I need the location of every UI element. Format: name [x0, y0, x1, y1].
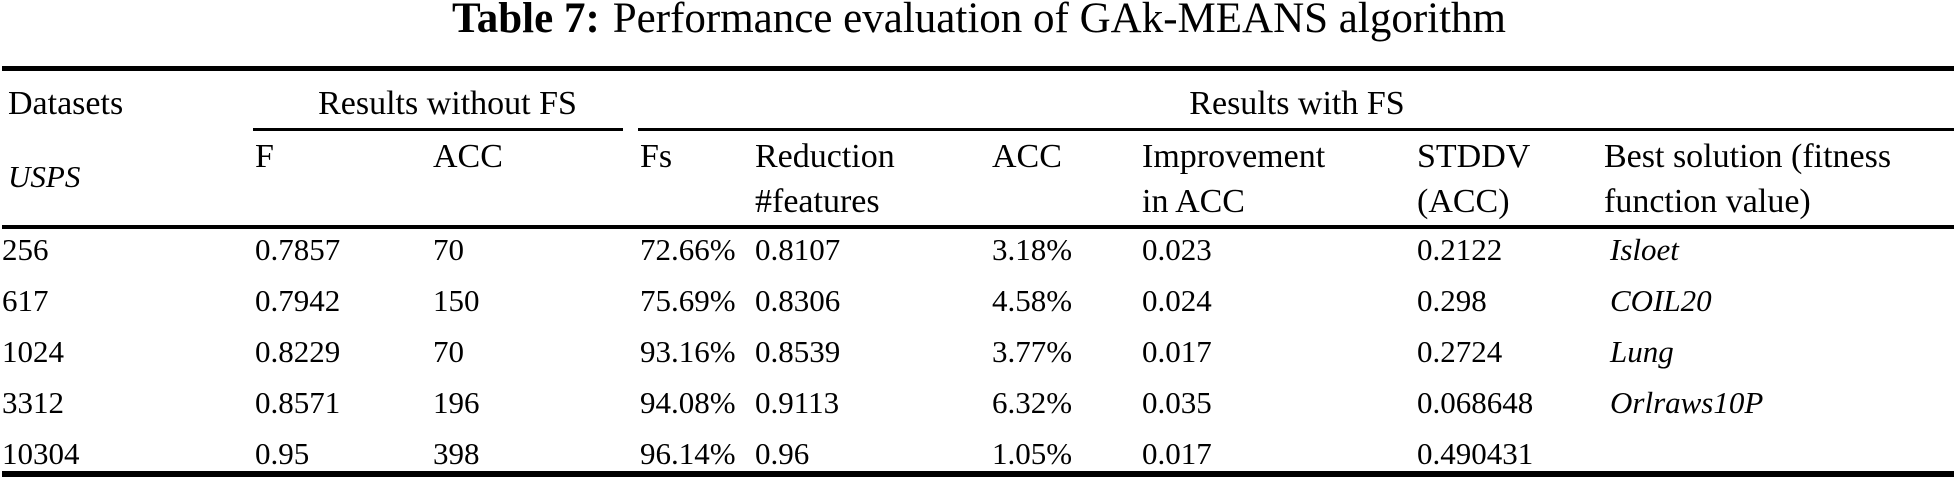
best-solution-value: 0.2724 [1417, 333, 1503, 369]
f-value: 256 [2, 231, 49, 267]
header-improvement-line2: in ACC [1142, 183, 1245, 220]
top-rule [2, 66, 1954, 71]
dataset-name: Lung [1610, 333, 1674, 369]
header-acc-with-line1: ACC [992, 138, 1062, 175]
header-fs-line1: Fs [640, 138, 673, 175]
reduction-value: 94.08% [640, 384, 736, 420]
header-stddv: STDDV (ACC) [1417, 130, 1604, 224]
f-value: 3312 [2, 384, 64, 420]
fs-value: 398 [433, 435, 480, 471]
cmidrule-with-fs [638, 128, 1954, 131]
reduction-value: 96.14% [640, 435, 736, 471]
header-improvement-line1: Improvement [1142, 138, 1326, 175]
best-solution-value: 0.298 [1417, 282, 1487, 318]
acc-with-value: 0.8107 [755, 231, 841, 267]
best-solution-value: 0.490431 [1417, 435, 1534, 471]
best-solution-value: 0.068648 [1417, 384, 1534, 420]
acc-without-value: 0.8229 [255, 333, 341, 369]
header-reduction-line1: Reduction [755, 138, 895, 175]
table-caption-label: Table 7: [452, 0, 600, 42]
reduction-value: 72.66% [640, 231, 736, 267]
acc-with-value: 0.96 [755, 435, 810, 471]
group-header-without-fs: Results without FS [318, 84, 577, 122]
stddv-value: 0.017 [1142, 435, 1212, 471]
f-value: 617 [2, 282, 49, 318]
stddv-value: 0.035 [1142, 384, 1212, 420]
fs-value: 70 [433, 231, 464, 267]
best-solution-value: 0.2122 [1417, 231, 1503, 267]
bottom-rule [2, 471, 1954, 477]
header-datasets: Datasets [8, 84, 124, 122]
header-stddv-line2: (ACC) [1417, 183, 1510, 220]
acc-without-value: 0.95 [255, 435, 310, 471]
header-body-rule [2, 225, 1954, 229]
table-caption: Table 7: Performance evaluation of GAk-ME… [0, 0, 1958, 43]
f-value: 1024 [2, 333, 64, 369]
acc-without-value: 0.7857 [255, 231, 341, 267]
results-table: Datasets Results without FS Results with… [2, 71, 1954, 479]
stddv-value: 0.023 [1142, 231, 1212, 267]
table-caption-text: Performance evaluation of GAk-MEANS algo… [612, 0, 1506, 42]
header-acc-with: ACC [992, 130, 1142, 224]
stddv-value: 0.017 [1142, 333, 1212, 369]
header-acc-without: ACC [433, 130, 640, 224]
reduction-value: 75.69% [640, 282, 736, 318]
header-f-line1: F [255, 138, 274, 175]
improvement-value: 1.05% [992, 435, 1073, 471]
stddv-value: 0.024 [1142, 282, 1212, 318]
dataset-name: Isloet [1610, 231, 1679, 267]
dataset-name: Orlraws10P [1610, 384, 1764, 420]
header-best-solution-line1: Best solution (fitness [1604, 138, 1892, 175]
fs-value: 196 [433, 384, 480, 420]
dataset-name: COIL20 [1610, 282, 1712, 318]
header-reduction-line2: #features [755, 183, 880, 220]
header-best-solution-line2: function value) [1604, 183, 1811, 220]
header-best-solution: Best solution (fitness function value) [1604, 130, 1954, 224]
acc-without-value: 0.8571 [255, 384, 341, 420]
dataset-name: USPS [8, 159, 81, 194]
header-reduction: Reduction #features [755, 130, 992, 224]
fs-value: 150 [433, 282, 480, 318]
reduction-value: 93.16% [640, 333, 736, 369]
improvement-value: 3.77% [992, 333, 1073, 369]
acc-with-value: 0.8539 [755, 333, 841, 369]
header-fs: Fs [640, 130, 755, 224]
improvement-value: 4.58% [992, 282, 1073, 318]
header-improvement: Improvement in ACC [1142, 130, 1417, 224]
improvement-value: 6.32% [992, 384, 1073, 420]
header-f: F [255, 130, 433, 224]
group-header-with-fs: Results with FS [1189, 84, 1405, 122]
improvement-value: 3.18% [992, 231, 1073, 267]
acc-with-value: 0.8306 [755, 282, 841, 318]
fs-value: 70 [433, 333, 464, 369]
f-value: 10304 [2, 435, 80, 471]
header-stddv-line1: STDDV [1417, 138, 1531, 175]
header-acc-without-line1: ACC [433, 138, 503, 175]
acc-without-value: 0.7942 [255, 282, 341, 318]
acc-with-value: 0.9113 [755, 384, 840, 420]
cmidrule-without-fs [253, 128, 623, 131]
